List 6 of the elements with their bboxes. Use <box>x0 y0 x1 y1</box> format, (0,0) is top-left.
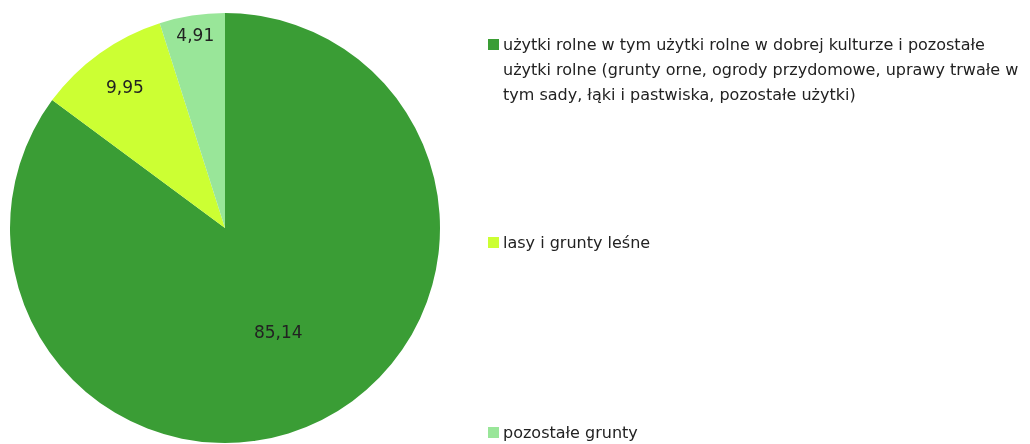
legend-label: pozostałe grunty <box>503 422 638 444</box>
data-label: 9,95 <box>105 76 144 97</box>
data-label: 85,14 <box>253 322 303 343</box>
legend-label: użytki rolne w tym użytki rolne w dobrej kulturze i pozostałe użytki rolne (grunty orne, ogrody przydomowe, uprawy trwałe w tym sady, łąki i pastwiska, pozostałe użytki) <box>503 34 1020 106</box>
legend-label: lasy i grunty leśne <box>503 232 651 254</box>
data-label: 4,91 <box>176 25 215 46</box>
